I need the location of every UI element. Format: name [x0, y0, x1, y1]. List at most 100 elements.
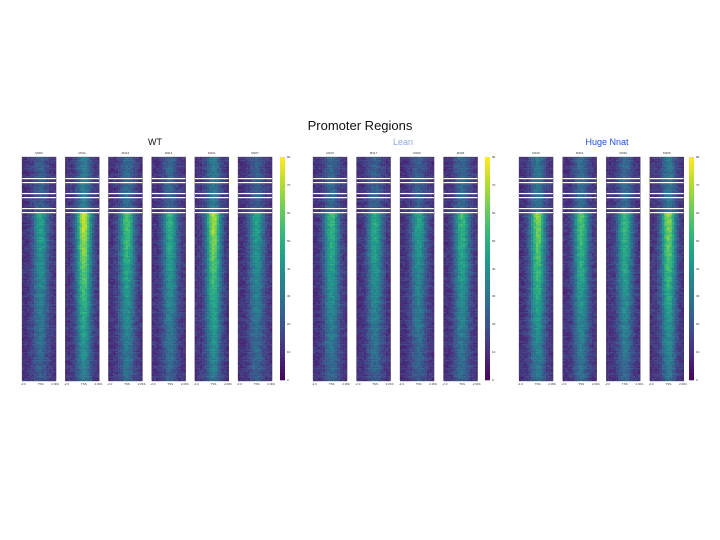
group-title: Huge Nnat — [567, 137, 647, 147]
x-tick-label: 2.0Kb — [636, 382, 644, 386]
sample-label: M327 — [238, 151, 272, 155]
colorbar-tick-label: 40 — [287, 267, 290, 271]
x-tick-label: TSS — [167, 382, 173, 386]
sample-label: M326 — [400, 151, 434, 155]
x-tick-label: -2.0 — [605, 382, 610, 386]
x-tick-label: -2.0 — [237, 382, 242, 386]
colorbar-tick-label: 30 — [492, 294, 495, 298]
x-tick-label: 2.0Kb — [386, 382, 394, 386]
x-tick-label: TSS — [254, 382, 260, 386]
group-title: Lean — [363, 137, 443, 147]
colorbar-tick-label: 50 — [492, 239, 495, 243]
colorbar-tick-label: 50 — [696, 239, 699, 243]
colorbar-tick-label: 30 — [287, 294, 290, 298]
x-tick-label: -2.0 — [21, 382, 26, 386]
x-tick-label: TSS — [329, 382, 335, 386]
chart-title: Promoter Regions — [0, 118, 720, 133]
colorbar-tick-label: 40 — [696, 267, 699, 271]
x-tick-label: TSS — [459, 382, 465, 386]
x-tick-label: 2.0Kb — [473, 382, 481, 386]
x-tick-label: TSS — [578, 382, 584, 386]
colorbar-tick-label: 50 — [287, 239, 290, 243]
colorbar-tick-label: 0 — [696, 378, 698, 382]
colorbar-tick-label: 30 — [696, 294, 699, 298]
colorbar-tick-label: 20 — [492, 322, 495, 326]
x-tick-label: 2.0Kb — [138, 382, 146, 386]
x-tick-label: -2.0 — [150, 382, 155, 386]
x-tick-label: 2.0Kb — [95, 382, 103, 386]
x-tick-label: TSS — [535, 382, 541, 386]
x-tick-label: -2.0 — [194, 382, 199, 386]
sample-label: M313 — [108, 151, 142, 155]
x-tick-label: 2.0Kb — [267, 382, 275, 386]
x-tick-label: -2.0 — [649, 382, 654, 386]
x-tick-label: -2.0 — [312, 382, 317, 386]
x-tick-label: TSS — [81, 382, 87, 386]
sample-label: M311 — [65, 151, 99, 155]
colorbar-tick-label: 10 — [492, 350, 495, 354]
colorbar-tick-label: 70 — [287, 183, 290, 187]
colorbar-tick-label: 70 — [492, 183, 495, 187]
colorbar-tick-label: 20 — [287, 322, 290, 326]
colorbar-tick-label: 80 — [696, 155, 699, 159]
x-tick-label: TSS — [124, 382, 130, 386]
sample-label: M330 — [606, 151, 640, 155]
x-tick-label: -2.0 — [64, 382, 69, 386]
colorbar-tick-label: 0 — [492, 378, 494, 382]
sample-label: M306 — [22, 151, 56, 155]
colorbar-tick-label: 10 — [696, 350, 699, 354]
x-tick-label: 2.0Kb — [592, 382, 600, 386]
x-tick-label: -2.0 — [355, 382, 360, 386]
sample-label: M317 — [357, 151, 391, 155]
x-tick-label: TSS — [211, 382, 217, 386]
sample-label: M316 — [313, 151, 347, 155]
group-title: WT — [115, 137, 195, 147]
x-tick-label: 2.0Kb — [679, 382, 687, 386]
x-tick-label: TSS — [416, 382, 422, 386]
colorbar-tick-label: 20 — [696, 322, 699, 326]
colorbar-tick-label: 60 — [287, 211, 290, 215]
colorbar-tick-label: 40 — [492, 267, 495, 271]
colorbar-tick-label: 60 — [696, 211, 699, 215]
x-tick-label: 2.0Kb — [224, 382, 232, 386]
colorbar-tick-label: 10 — [287, 350, 290, 354]
x-tick-label: 2.0Kb — [429, 382, 437, 386]
x-tick-label: -2.0 — [518, 382, 523, 386]
x-tick-label: -2.0 — [442, 382, 447, 386]
sample-label: M314 — [152, 151, 186, 155]
sample-label: M306 — [650, 151, 684, 155]
sample-label: M321 — [195, 151, 229, 155]
x-tick-label: -2.0 — [107, 382, 112, 386]
colorbar-tick-label: 80 — [492, 155, 495, 159]
colorbar-tick-label: 80 — [287, 155, 290, 159]
x-tick-label: TSS — [372, 382, 378, 386]
colorbar-tick-label: 70 — [696, 183, 699, 187]
sample-label: M316 — [519, 151, 553, 155]
x-tick-label: 2.0Kb — [51, 382, 59, 386]
x-tick-label: -2.0 — [561, 382, 566, 386]
x-tick-label: TSS — [38, 382, 44, 386]
x-tick-label: 2.0Kb — [342, 382, 350, 386]
x-tick-label: 2.0Kb — [181, 382, 189, 386]
colorbar-tick-label: 0 — [287, 378, 289, 382]
colorbar-tick-label: 60 — [492, 211, 495, 215]
x-tick-label: 2.0Kb — [548, 382, 556, 386]
x-tick-label: TSS — [666, 382, 672, 386]
